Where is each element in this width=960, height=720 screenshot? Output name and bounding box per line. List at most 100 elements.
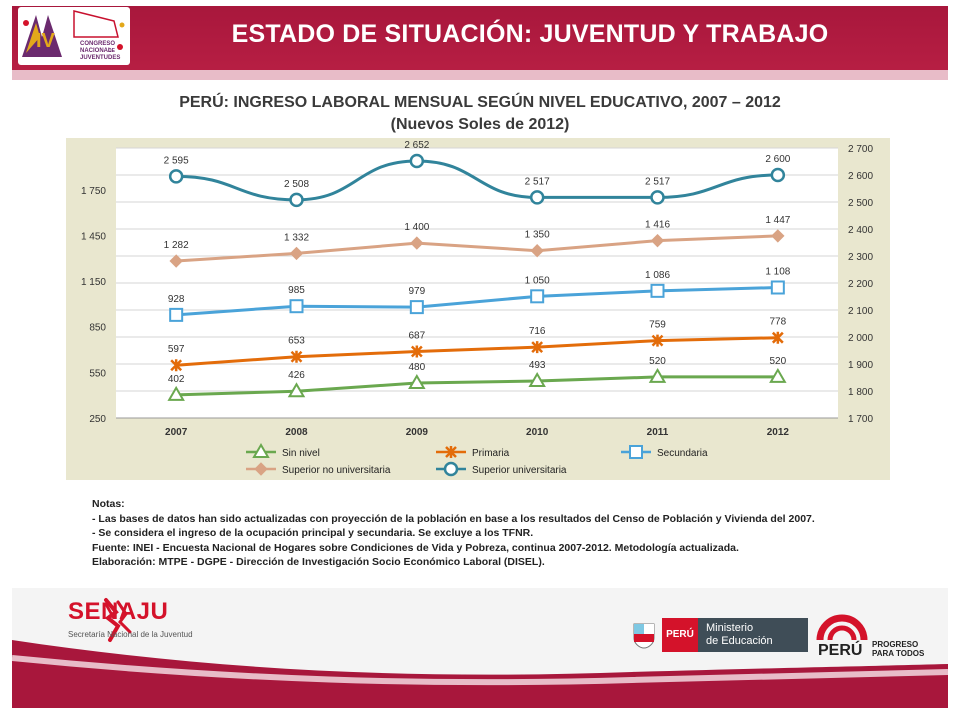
series-4-point-4	[650, 190, 665, 205]
notes-line-1: - Las bases de datos han sido actualizad…	[92, 512, 815, 525]
series-4-point-0	[168, 169, 184, 184]
congreso-logo-line3: DE	[108, 48, 116, 54]
y-right-tick-label: 1 800	[848, 387, 873, 398]
series-3-data-label-1: 1 332	[284, 232, 309, 243]
congreso-logo-ribbon-icon	[22, 10, 125, 57]
series-3-point-2	[410, 236, 424, 250]
series-3-point-4	[650, 233, 665, 248]
senaju-logo-subtitle: Secretaría Nacional de la Juventud	[68, 630, 193, 639]
notes-heading: Notas:	[92, 498, 125, 510]
series-1-point-2	[410, 345, 423, 358]
x-tick-label: 2007	[165, 427, 188, 438]
y-right-tick-label: 1 900	[848, 360, 873, 371]
series-2-point-0	[169, 307, 184, 322]
series-1-data-label-3: 716	[529, 326, 546, 337]
y-right-tick-label: 2 400	[848, 225, 873, 236]
series-3-data-label-2: 1 400	[404, 222, 429, 233]
series-2-point-5	[770, 280, 785, 295]
x-tick-label: 2011	[647, 427, 669, 438]
series-0-point-5	[769, 367, 787, 383]
x-tick-label: 2008	[285, 427, 308, 438]
congreso-logo-line4: JUVENTUDES	[80, 55, 120, 61]
series-1-data-label-5: 778	[769, 317, 786, 328]
series-0-data-label-0: 402	[168, 374, 185, 385]
series-4-point-1	[289, 192, 304, 208]
series-2-data-label-4: 1 086	[645, 270, 670, 281]
legend-label-3: Superior no universitaria	[282, 465, 391, 476]
y-right-tick-label: 2 300	[848, 252, 873, 263]
series-3-point-3	[530, 243, 544, 258]
x-tick-label: 2010	[526, 427, 549, 438]
series-3-point-5	[771, 229, 785, 243]
series-2-point-1	[289, 299, 304, 314]
legend-label-2: Secundaria	[657, 448, 708, 459]
legend-marker-1	[445, 446, 457, 458]
y-left-tick-label: 1 750	[81, 186, 106, 197]
progreso-slogan-line1: PROGRESO	[872, 640, 919, 649]
legend-marker-0	[252, 443, 270, 458]
series-4-point-2	[409, 153, 425, 169]
series-0-data-label-2: 480	[408, 362, 425, 373]
series-2-data-label-5: 1 108	[765, 266, 790, 277]
ministry-line2: de Educación	[706, 635, 773, 647]
peru-label: PERÚ	[662, 618, 698, 652]
legend-label-4: Superior universitaria	[472, 465, 567, 476]
y-right-tick-label: 2 000	[848, 333, 873, 344]
series-0-point-0	[167, 385, 185, 401]
notes-line-2: - Se considera el ingreso de la ocupació…	[92, 527, 534, 539]
series-1-point-3	[531, 341, 544, 354]
series-4-point-3	[529, 190, 545, 205]
y-right-tick-label: 2 100	[848, 306, 873, 317]
senaju-logo-name: SENAJU	[68, 598, 169, 625]
series-4-data-label-4: 2 517	[645, 176, 670, 187]
legend-marker-3	[254, 462, 268, 476]
series-3-data-label-0: 1 282	[164, 240, 189, 251]
series-2-point-4	[650, 283, 665, 298]
series-0-point-2	[408, 374, 426, 390]
series-4-data-label-1: 2 508	[284, 179, 309, 190]
series-4-data-label-3: 2 517	[525, 176, 550, 187]
series-1-data-label-0: 597	[168, 344, 185, 355]
chart-title-line2: (Nuevos Soles de 2012)	[390, 116, 570, 133]
series-2-data-label-3: 1 050	[525, 275, 550, 286]
series-4-data-label-2: 2 652	[404, 140, 429, 151]
y-left-tick-label: 550	[89, 368, 106, 379]
series-line-2	[176, 285, 778, 317]
legend-marker-2	[629, 445, 643, 459]
series-3-data-label-5: 1 447	[765, 215, 790, 226]
series-3-point-0	[169, 254, 183, 268]
series-4-point-5	[770, 167, 786, 183]
progreso-slogan: PROGRESO PARA TODOS	[872, 640, 924, 658]
congreso-logo-letter: IV	[36, 30, 56, 52]
footer-wave	[12, 640, 948, 708]
series-0-data-label-4: 520	[649, 356, 666, 367]
legend-label-0: Sin nivel	[282, 448, 320, 459]
series-1-point-1	[290, 350, 303, 363]
series-4-data-label-5: 2 600	[765, 154, 790, 165]
congreso-logo: IV CONGRESO NACIONAL DE JUVENTUDES	[18, 7, 130, 65]
x-tick-label: 2012	[767, 427, 790, 438]
progreso-slogan-line2: PARA TODOS	[872, 649, 925, 658]
series-line-1	[176, 336, 778, 367]
series-3-point-1	[289, 246, 304, 261]
peru-coat-of-arms-icon	[633, 623, 655, 649]
series-2-data-label-1: 985	[288, 285, 305, 296]
header-bar	[12, 6, 948, 76]
ministry-line1: Ministerio	[706, 622, 754, 634]
series-1-data-label-1: 653	[288, 336, 305, 347]
y-right-tick-label: 2 500	[848, 198, 873, 209]
y-right-tick-label: 2 200	[848, 279, 873, 290]
legend-marker-4	[443, 461, 459, 477]
legend-label-1: Primaria	[472, 448, 510, 459]
y-left-tick-label: 250	[89, 414, 106, 425]
notes-elaboration: Elaboración: MTPE - DGPE - Dirección de …	[92, 556, 545, 568]
series-1-data-label-2: 687	[408, 331, 425, 342]
series-2-point-3	[530, 289, 545, 304]
y-right-tick-label: 1 700	[848, 414, 873, 425]
series-line-0	[176, 375, 778, 397]
chart-notes: Notas: - Las bases de datos han sido act…	[92, 497, 952, 570]
line-chart: 250 550 850 1 150 1 450 1 750 1 700 1 800 1 900…	[66, 138, 890, 480]
senaju-emblem-icon	[104, 598, 132, 642]
y-left-tick-label: 850	[89, 323, 106, 334]
ministry-label: Ministerio de Educación	[698, 618, 808, 652]
